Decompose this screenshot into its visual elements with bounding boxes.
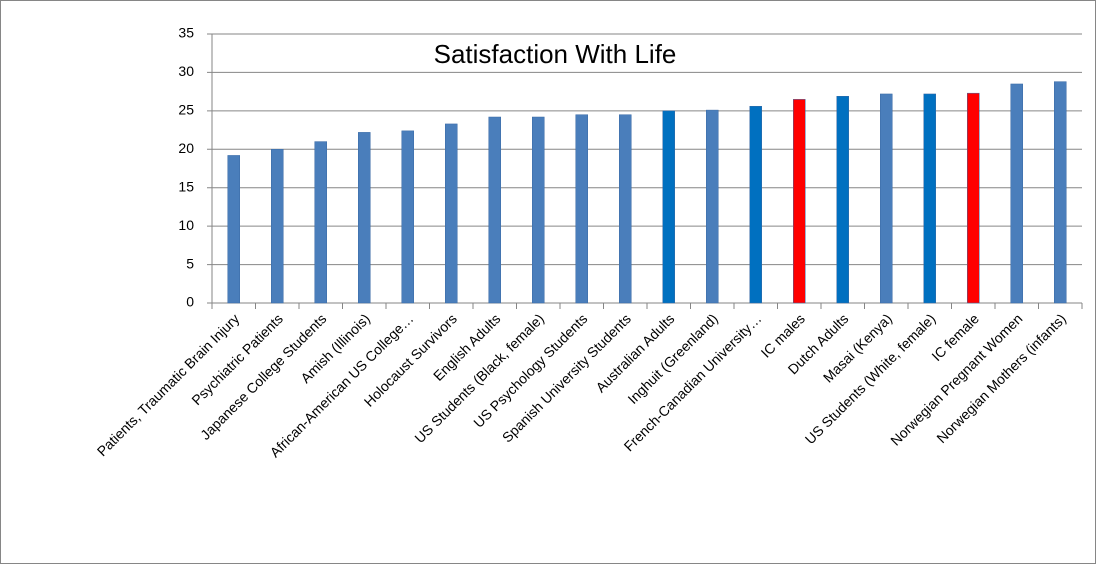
bar [227,155,240,304]
bar [967,92,980,304]
bar [445,123,458,304]
y-tick-label: 10 [178,217,194,233]
y-tick-label: 30 [178,63,194,79]
chart-title: Satisfaction With Life [434,39,677,69]
bar [358,132,371,304]
bar [1010,83,1023,304]
y-tick-label: 35 [178,25,194,41]
bar [662,110,675,304]
y-tick-label: 5 [186,255,194,271]
y-tick-label: 20 [178,140,194,156]
bar [619,114,632,304]
y-tick-label: 15 [178,178,194,194]
bar [706,109,719,304]
bar [880,93,893,304]
bar [314,141,327,304]
bar [749,105,762,304]
bar [923,93,936,304]
bar [532,116,545,304]
bar [488,116,501,304]
y-tick-label: 0 [186,294,194,310]
bar [793,99,806,304]
bar [401,130,414,304]
bar [271,149,284,304]
bar [1054,81,1067,304]
bar [575,114,588,304]
y-tick-label: 25 [178,102,194,118]
bar [836,96,849,304]
